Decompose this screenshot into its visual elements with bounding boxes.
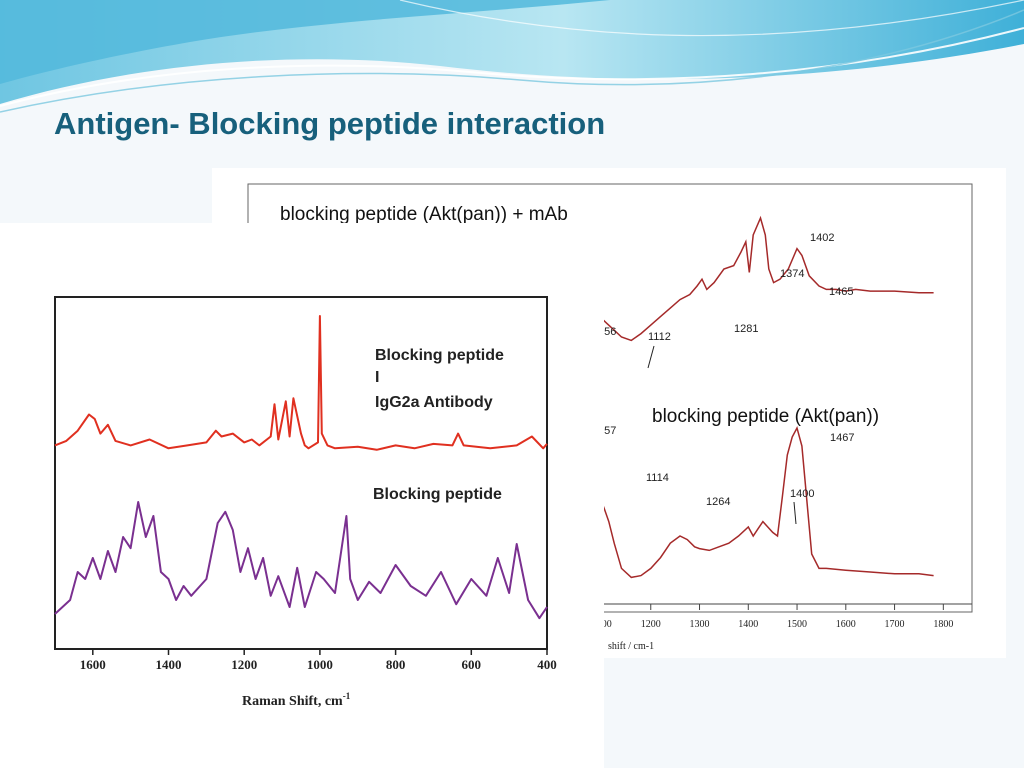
series-label-peptide-mab: blocking peptide (Akt(pan)) + mAb	[280, 204, 568, 225]
x-tick-label: 600	[462, 657, 482, 672]
peak-marker	[647, 345, 655, 369]
peak-label: 1374	[780, 268, 804, 280]
x-tick-label: 400	[537, 657, 557, 672]
peak-label: 1281	[734, 323, 758, 335]
chart-background	[0, 223, 604, 768]
series-line	[54, 315, 548, 451]
x-axis-label: shift / cm-1	[608, 641, 654, 652]
plot-frame	[54, 296, 548, 650]
x-tick-label: 1200	[641, 619, 661, 630]
x-tick-label: 1000	[307, 657, 333, 672]
wave-header-decoration	[0, 0, 1024, 113]
series-label-line-3: IgG2a Antibody	[375, 394, 493, 411]
series-label-peptide: Blocking peptide	[373, 486, 502, 503]
x-tick-label: 1600	[836, 619, 856, 630]
peak-label: 1465	[829, 286, 853, 298]
x-axis-label-superscript: -1	[343, 691, 351, 701]
spectra-chart-igg2a: Blocking peptide I IgG2a Antibody Blocki…	[0, 223, 604, 768]
peak-label: 1112	[648, 331, 671, 343]
x-axis-ticks: 1600 1400 1200 1000 800 600 400	[80, 649, 557, 672]
peak-label: 1402	[810, 232, 834, 244]
series-group	[576, 215, 934, 579]
series-line	[577, 215, 934, 342]
x-tick-label: 1300	[690, 619, 710, 630]
peak-marker	[793, 501, 797, 525]
x-tick-label: 1700	[885, 619, 905, 630]
peak-label: 1264	[706, 496, 730, 508]
series-label-peptide: blocking peptide (Akt(pan))	[652, 406, 879, 427]
peak-label: 1400	[790, 488, 814, 500]
series-label-line-1: Blocking peptide	[375, 347, 504, 364]
x-tick-label: 1200	[231, 657, 257, 672]
series-label-peptide-igg2a: Blocking peptide I IgG2a Antibody	[375, 347, 504, 411]
x-tick-label: 1500	[787, 619, 807, 630]
x-tick-label: 1800	[933, 619, 953, 630]
x-axis-label: Raman Shift, cm-1	[242, 691, 351, 709]
series-label-line-2: I	[375, 369, 379, 386]
slide-title: Antigen- Blocking peptide interaction	[54, 106, 606, 141]
x-tick-label: 1400	[156, 657, 182, 672]
series-line	[54, 501, 548, 620]
series-line	[576, 425, 934, 579]
series-group	[54, 315, 548, 620]
x-axis-label-text: Raman Shift, cm	[242, 694, 343, 709]
x-tick-label: 1400	[738, 619, 758, 630]
peak-label: 1114	[646, 472, 669, 484]
peak-label: 1467	[830, 432, 854, 444]
x-tick-label: 1600	[80, 657, 106, 672]
x-tick-label: 800	[386, 657, 406, 672]
